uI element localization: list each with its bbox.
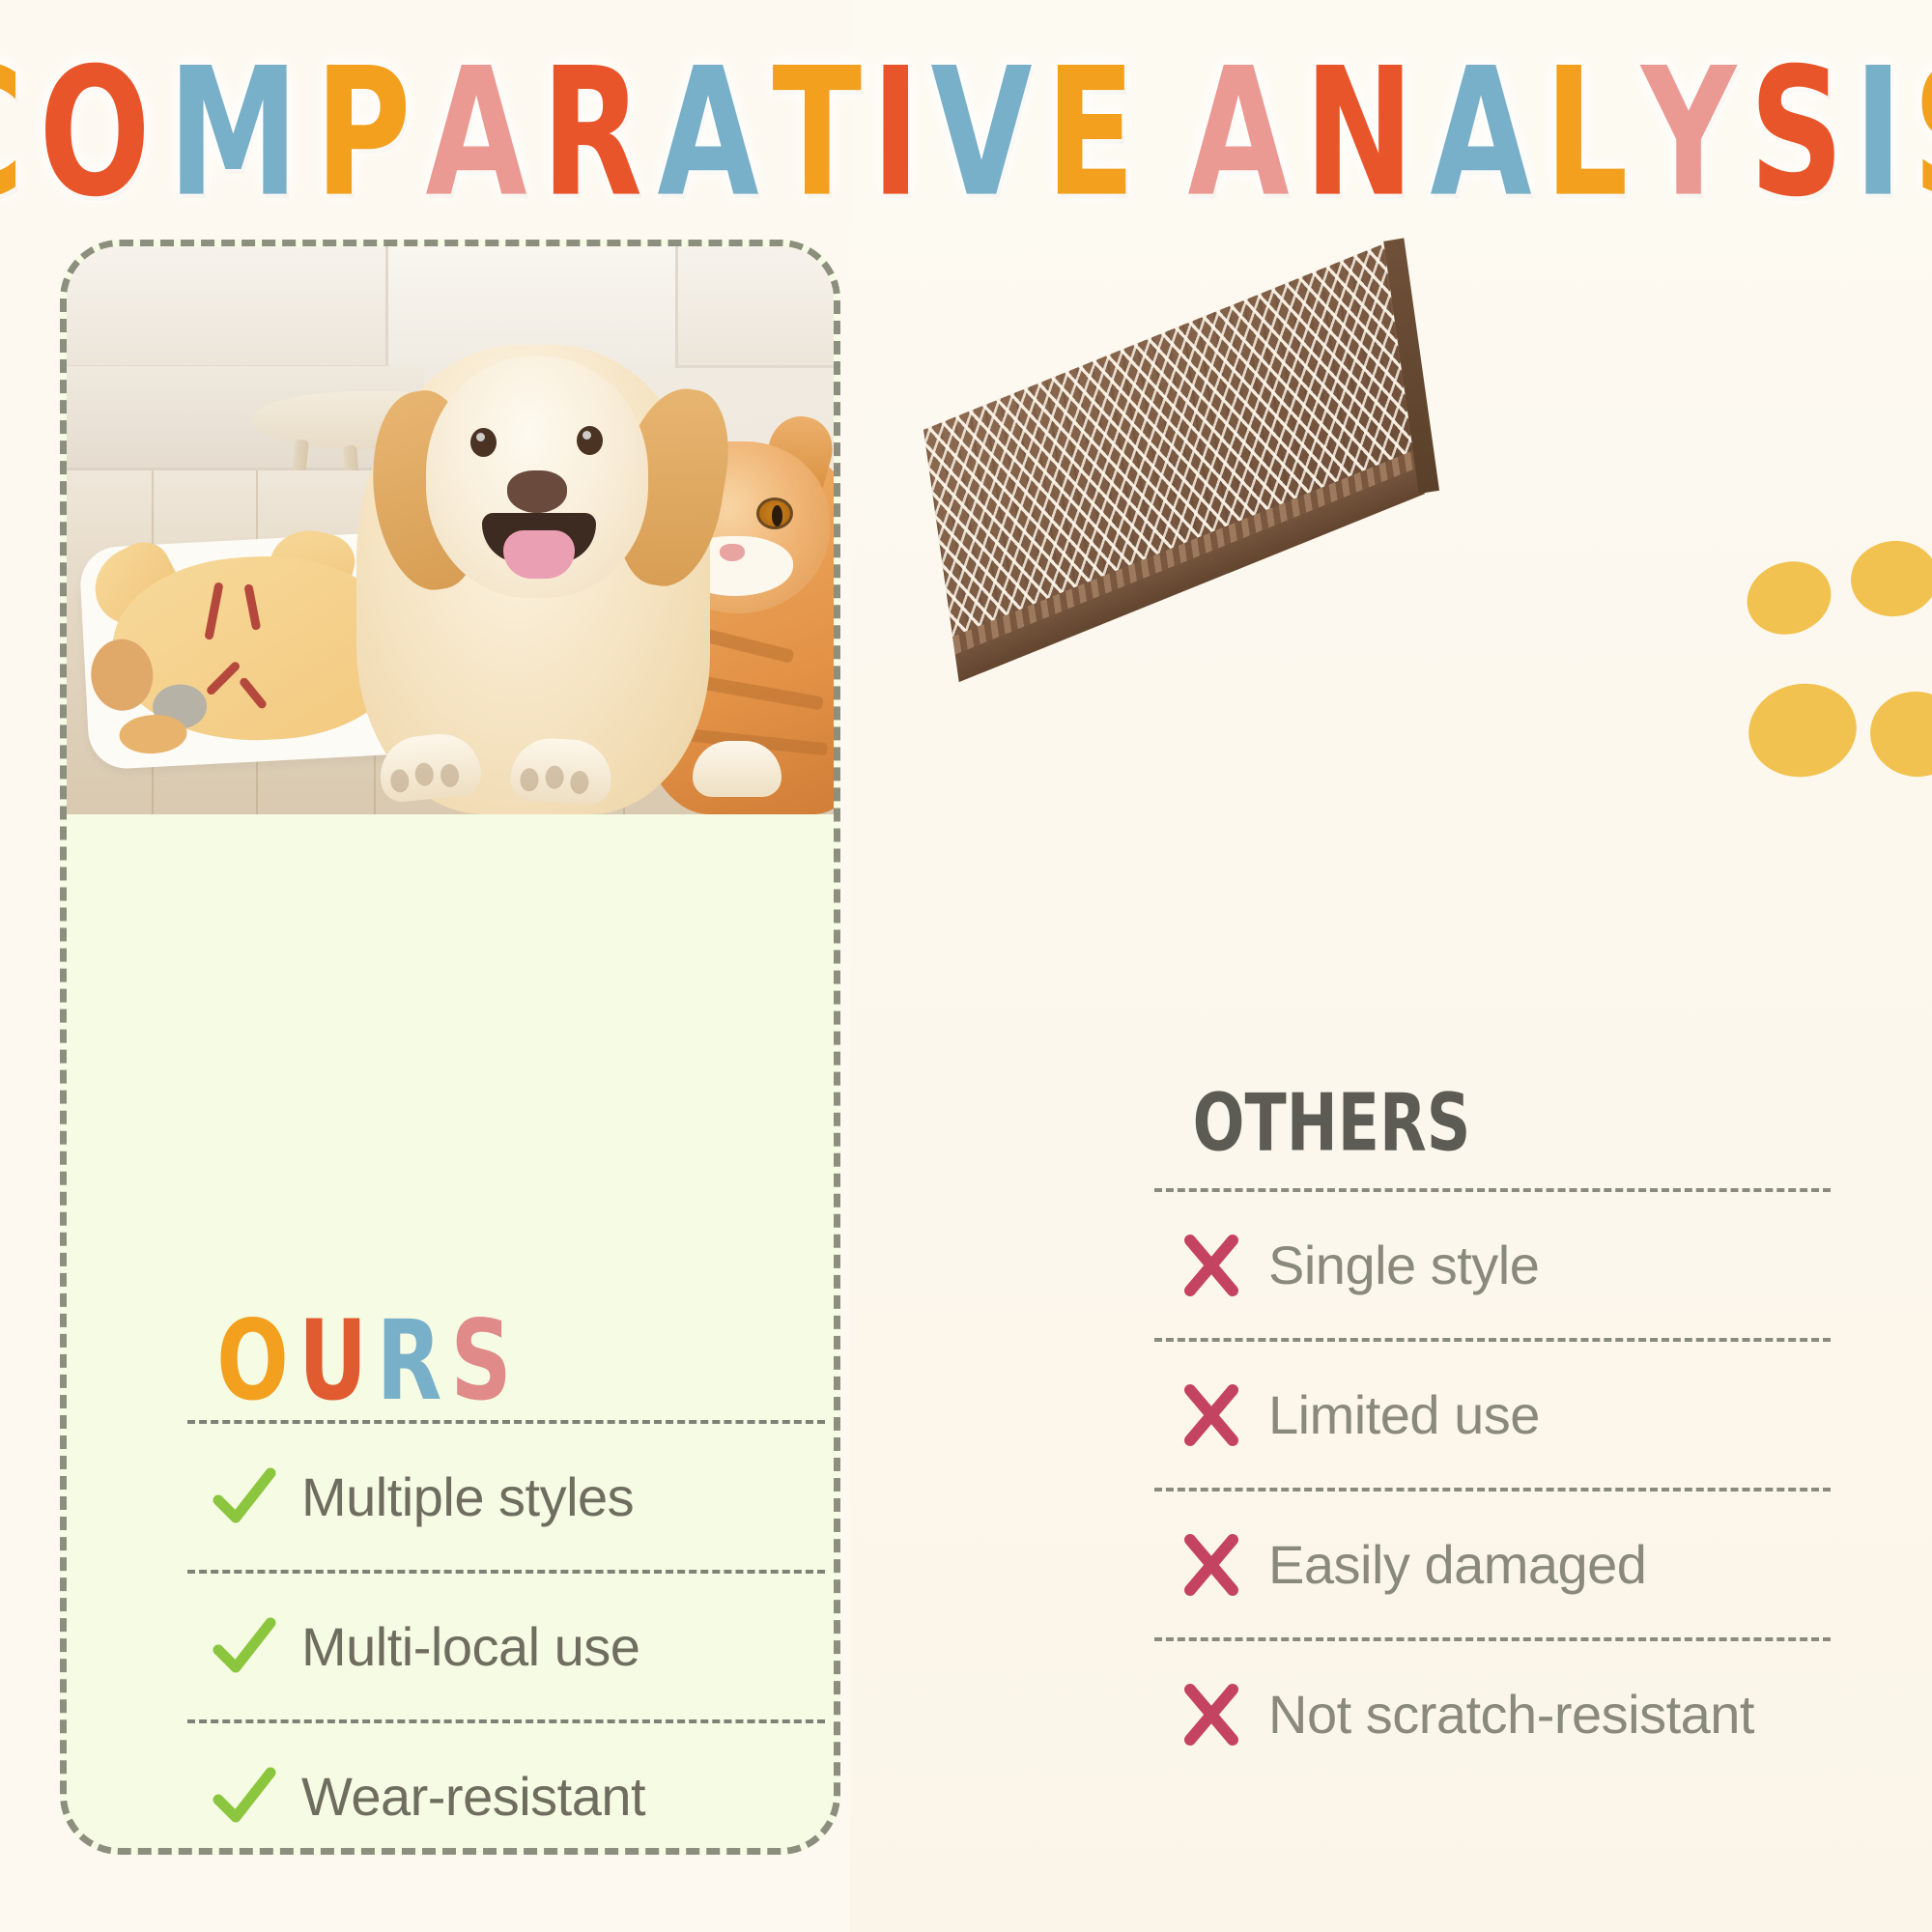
feature-label: Single style <box>1268 1235 1540 1295</box>
list-item: Single style <box>1154 1188 1831 1338</box>
cat-eye <box>756 497 793 529</box>
title-letter: Y <box>1640 30 1735 237</box>
paw-toe <box>1847 536 1932 621</box>
mat-blob <box>118 713 188 755</box>
page-title: COMPARATIVEANALYSIS <box>0 44 1932 221</box>
others-feature-list: Single style Limited use Easily damaged … <box>1154 1188 1831 1787</box>
others-product-photo <box>923 238 1463 763</box>
title-letter: S <box>1912 44 1932 221</box>
list-item: Not scratch-resistant <box>1154 1637 1831 1787</box>
check-icon <box>187 1462 301 1533</box>
feature-label: Limited use <box>1268 1384 1540 1445</box>
title-letter: L <box>1544 30 1629 237</box>
title-text: COMPARATIVEANALYSIS <box>0 44 1932 221</box>
ours-heading-letter: S <box>450 1295 512 1426</box>
title-letter: A <box>1429 30 1531 237</box>
paw-pad <box>1864 685 1932 783</box>
paw-toe <box>519 767 540 792</box>
ours-heading-letter: O <box>216 1295 289 1426</box>
feature-label: Easily damaged <box>1268 1534 1647 1595</box>
title-letter: C <box>0 44 23 221</box>
list-item: Wear-resistant <box>187 1719 825 1848</box>
paw-toe <box>389 768 411 794</box>
list-item: Limited use <box>1154 1338 1831 1488</box>
title-letter: R <box>541 30 643 237</box>
paw-pad <box>1741 675 1864 785</box>
cross-icon <box>1154 1680 1268 1749</box>
check-icon <box>187 1611 301 1683</box>
feature-label: Wear-resistant <box>301 1766 646 1827</box>
feature-label: Multiple styles <box>301 1466 635 1527</box>
dog-eye <box>577 426 603 455</box>
cat-paw <box>693 741 781 797</box>
ours-heading-letter: U <box>298 1295 368 1426</box>
dog-tongue <box>503 530 575 579</box>
ours-product-photo <box>67 246 834 814</box>
list-item: Multiple styles <box>187 1420 825 1570</box>
title-letter: I <box>871 30 921 237</box>
paw-toe <box>545 765 565 790</box>
feature-label: Not scratch-resistant <box>1268 1684 1755 1745</box>
cross-icon <box>1154 1380 1268 1450</box>
feature-label: Multi-local use <box>301 1616 640 1677</box>
ours-feature-list: Multiple styles Multi-local use Wear-res… <box>187 1420 825 1848</box>
ours-heading: OURS <box>212 1296 516 1425</box>
cardboard-scratcher-board <box>923 238 1440 683</box>
title-letter: M <box>167 30 298 237</box>
dog-eye <box>470 428 497 457</box>
title-letter: I <box>1853 30 1903 237</box>
list-item: Multi-local use <box>187 1570 825 1719</box>
title-letter: E <box>1045 30 1136 237</box>
sofa-seam <box>675 246 678 368</box>
paw-toe <box>413 761 435 787</box>
title-letter: P <box>315 30 412 237</box>
dog-nose <box>507 470 567 513</box>
paw-print-icon <box>1729 536 1932 850</box>
cat-nose <box>720 544 745 561</box>
list-item: Easily damaged <box>1154 1488 1831 1637</box>
cross-icon <box>1154 1530 1268 1600</box>
others-heading: OTHERS <box>1174 1076 1490 1169</box>
ours-heading-letter: R <box>376 1295 442 1426</box>
paw-toe <box>1737 551 1841 645</box>
check-icon <box>187 1761 301 1833</box>
title-letter: A <box>1187 30 1289 237</box>
cat-pupil <box>772 505 782 526</box>
title-letter: O <box>38 30 151 237</box>
paw-toe <box>439 762 461 788</box>
title-letter: N <box>1304 30 1414 237</box>
title-letter: V <box>930 30 1032 237</box>
title-letter: T <box>772 30 863 237</box>
title-letter: A <box>657 30 758 237</box>
title-letter: A <box>425 30 526 237</box>
title-letter: S <box>1748 30 1844 237</box>
others-heading-text: OTHERS <box>1192 1076 1471 1169</box>
cross-icon <box>1154 1231 1268 1300</box>
ours-card: OURS Multiple styles Multi-local use <box>60 240 840 1855</box>
paw-toe <box>569 770 590 795</box>
sofa-seam <box>385 246 388 368</box>
